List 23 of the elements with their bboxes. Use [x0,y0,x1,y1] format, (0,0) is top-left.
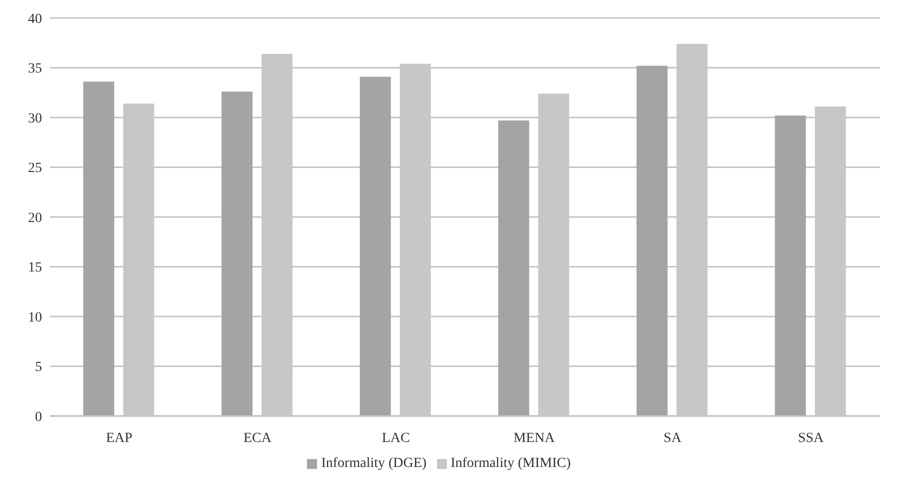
y-tick-label: 5 [35,360,42,376]
legend-label: Informality (DGE) [321,456,427,471]
legend-label: Informality (MIMIC) [450,456,571,471]
x-tick-label: MENA [514,430,556,446]
x-tick-label: LAC [382,430,410,446]
bar [222,92,253,416]
bar [360,76,391,416]
y-tick-label: 0 [35,410,42,425]
x-tick-label: SSA [798,430,825,446]
y-tick-label: 20 [28,210,42,226]
y-tick-label: 10 [28,310,42,326]
bar [498,120,530,416]
x-tick-label: EAP [106,430,133,446]
y-tick-label: 25 [28,161,42,176]
y-tick-label: 40 [28,12,42,27]
x-tick-label: SA [664,430,682,446]
bar [83,82,114,416]
bar [774,116,806,416]
y-tick-label: 30 [28,111,42,126]
y-tick-label: 15 [28,260,42,276]
y-tick-label: 35 [28,62,42,77]
bar [636,66,668,416]
x-tick-label: ECA [244,430,272,446]
